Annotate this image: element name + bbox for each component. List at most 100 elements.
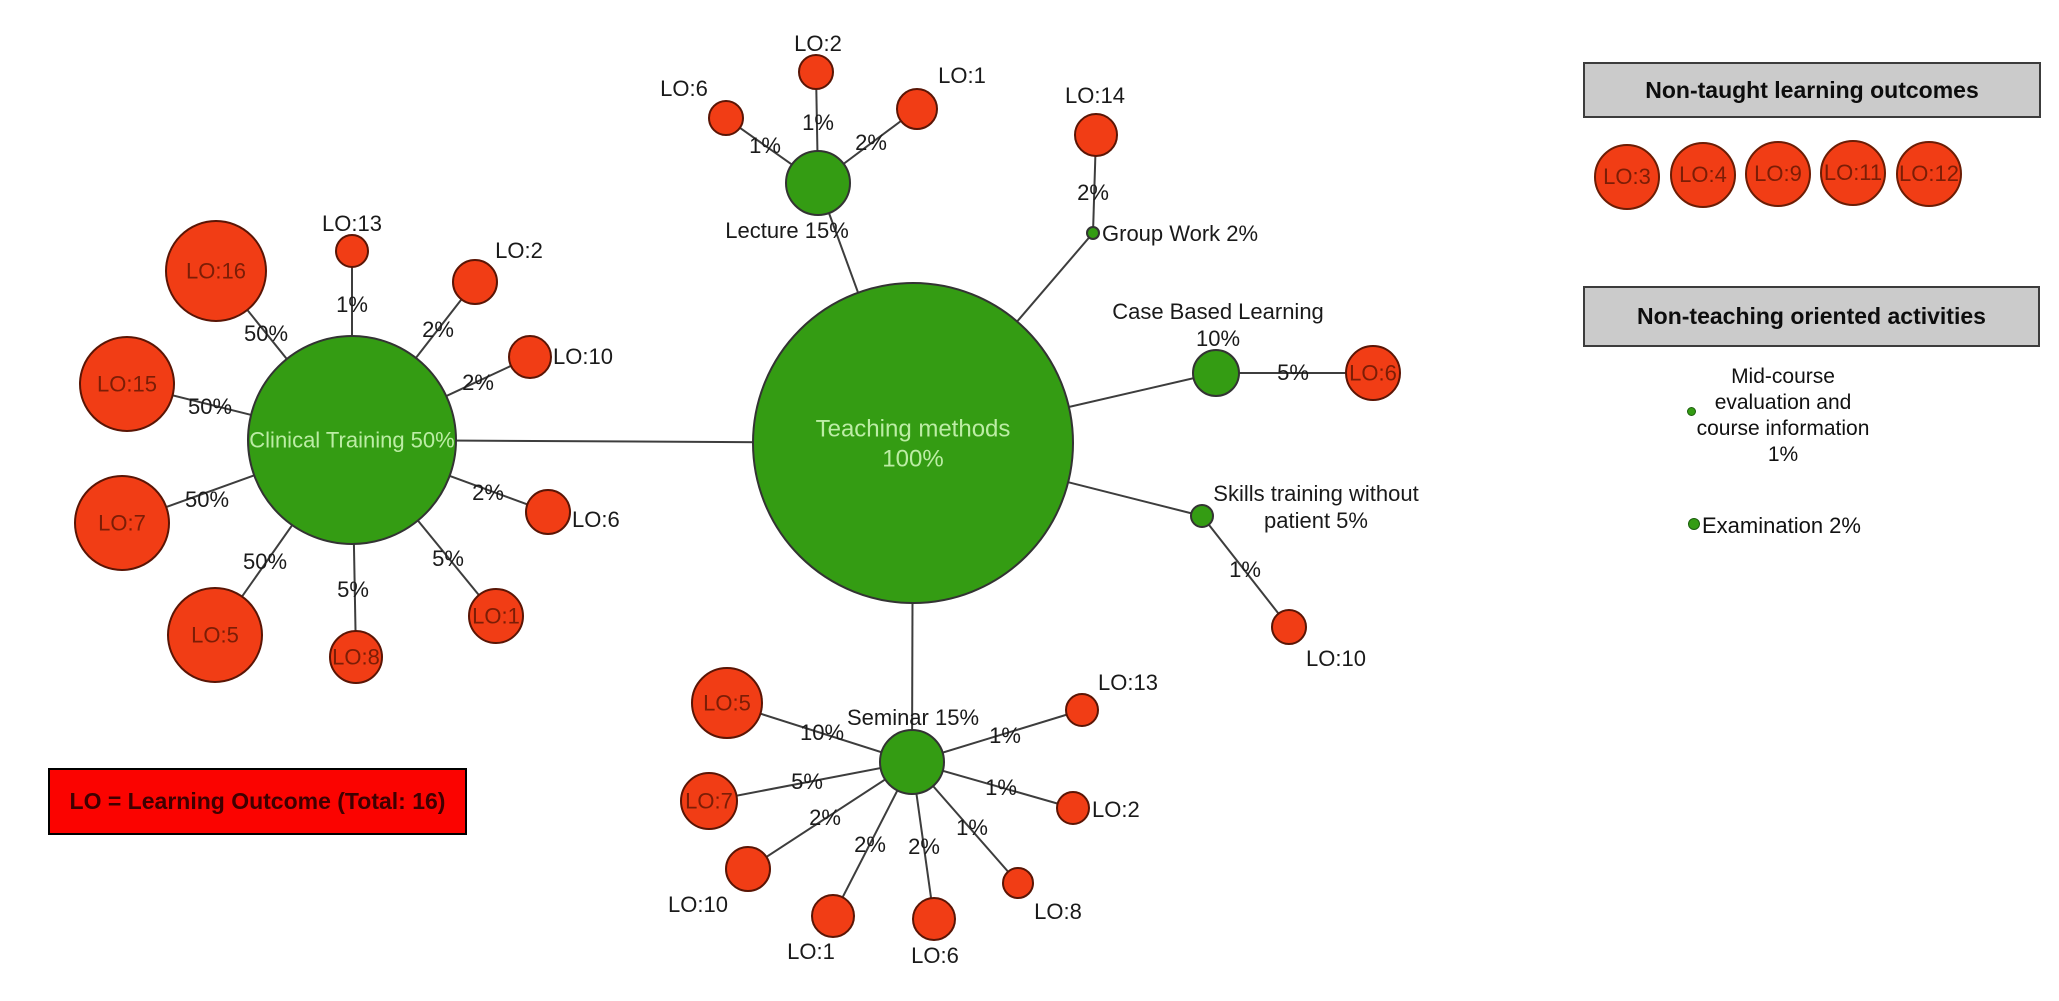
non-teaching-header: Non-teaching oriented activities	[1583, 286, 2040, 347]
node-lecture	[785, 150, 851, 216]
node-label-l-lo1: LO:1	[938, 63, 986, 88]
node-label-cbl: 10%	[1196, 326, 1240, 351]
node-label-se-lo7: LO:7	[685, 789, 733, 814]
node-label-c-lo8: LO:8	[332, 645, 380, 670]
examination-label: Examination 2%	[1702, 513, 1861, 538]
node-label-s-lo10: LO:10	[1306, 646, 1366, 671]
node-se-lo13	[1065, 693, 1099, 727]
node-label-skills: patient 5%	[1264, 508, 1368, 533]
edge-label-clinical-c-lo7: 50%	[185, 487, 229, 512]
node-label-g-lo14: LO:14	[1065, 83, 1125, 108]
edge-label-seminar-se-lo10: 2%	[809, 805, 841, 830]
edge-label-seminar-se-lo7: 5%	[791, 769, 823, 794]
node-label-skills: Skills training without	[1213, 481, 1418, 506]
edge-label-clinical-c-lo1: 5%	[432, 546, 464, 571]
node-l-lo2	[798, 54, 834, 90]
edge-label-clinical-c-lo10: 2%	[462, 370, 494, 395]
midcourse-label: Mid-course evaluation and course informa…	[1659, 364, 1907, 468]
midcourse-line: Mid-course	[1731, 365, 1835, 388]
node-se-lo6	[912, 897, 956, 941]
node-s-lo10	[1271, 609, 1307, 645]
node-label-c-lo7: LO:7	[98, 511, 146, 536]
edge-label-seminar-se-lo13: 1%	[989, 723, 1021, 748]
node-c-lo2	[452, 259, 498, 305]
midcourse-dot	[1687, 407, 1696, 416]
node-se-lo2	[1056, 791, 1090, 825]
node-c-lo5	[167, 587, 263, 683]
edge-label-clinical-c-lo5: 50%	[243, 549, 287, 574]
node-se-lo8	[1002, 867, 1034, 899]
edge-label-clinical-c-lo6: 2%	[472, 480, 504, 505]
edge-label-seminar-se-lo2: 1%	[985, 775, 1017, 800]
node-label-c-lo2: LO:2	[495, 238, 543, 263]
node-l-lo1	[896, 88, 938, 130]
node-label-c-lo5: LO:5	[191, 623, 239, 648]
node-label-c-lo16: LO:16	[186, 259, 246, 284]
node-label-teaching: 100%	[882, 445, 943, 472]
midcourse-line: evaluation and	[1714, 391, 1852, 414]
node-c-lo13	[335, 234, 369, 268]
node-l-lo6	[708, 100, 744, 136]
node-label-l-lo6: LO:6	[660, 76, 708, 101]
node-label-c-lo10: LO:10	[553, 344, 613, 369]
node-c-lo8	[329, 630, 383, 684]
examination-dot	[1688, 518, 1700, 530]
non-taught-header-label: Non-taught learning outcomes	[1645, 76, 1979, 103]
node-c-lo16	[165, 220, 267, 322]
lo-legend-label: LO = Learning Outcome (Total: 16)	[69, 788, 446, 814]
edge-label-seminar-se-lo8: 1%	[956, 815, 988, 840]
node-label-c-lo13: LO:13	[322, 211, 382, 236]
node-label-se-lo1: LO:1	[787, 939, 835, 964]
edge-label-skills-s-lo10: 1%	[1229, 557, 1261, 582]
lo-legend-box: LO = Learning Outcome (Total: 16)	[48, 768, 467, 835]
edge-label-seminar-se-lo6: 2%	[908, 834, 940, 859]
edge-label-clinical-c-lo8: 5%	[337, 577, 369, 602]
edge-label-clinical-c-lo16: 50%	[244, 321, 288, 346]
node-label-se-lo2: LO:2	[1092, 797, 1140, 822]
midcourse-line: 1%	[1767, 443, 1799, 466]
node-cbl	[1192, 349, 1240, 397]
node-label-se-lo6: LO:6	[911, 943, 959, 968]
edge-label-seminar-se-lo1: 2%	[854, 832, 886, 857]
node-c-lo6	[525, 489, 571, 535]
node-label-c-lo1: LO:1	[472, 604, 520, 629]
edge-label-lecture-l-lo2: 1%	[802, 110, 834, 135]
node-se-lo7	[680, 772, 738, 830]
node-teaching	[752, 282, 1074, 604]
node-c-lo7	[74, 475, 170, 571]
node-label-cbl: Case Based Learning	[1112, 299, 1324, 324]
node-c-lo15	[79, 336, 175, 432]
non-taught-lo-circle: LO:12	[1896, 141, 1962, 207]
node-cb-lo6	[1345, 345, 1401, 401]
node-se-lo5	[691, 667, 763, 739]
edge-label-clinical-c-lo15: 50%	[188, 394, 232, 419]
node-seminar	[879, 729, 945, 795]
non-taught-lo-circle: LO:4	[1670, 142, 1736, 208]
node-se-lo10	[725, 846, 771, 892]
edge-label-seminar-se-lo5: 10%	[800, 720, 844, 745]
non-teaching-header-label: Non-teaching oriented activities	[1637, 303, 1986, 329]
node-label-c-lo15: LO:15	[97, 372, 157, 397]
node-clinical	[247, 335, 457, 545]
edge-label-cbl-cb-lo6: 5%	[1277, 360, 1309, 385]
node-skills	[1190, 504, 1214, 528]
node-label-se-lo10: LO:10	[668, 892, 728, 917]
node-label-se-lo8: LO:8	[1034, 899, 1082, 924]
edge-label-lecture-l-lo1: 2%	[855, 130, 887, 155]
node-label-clinical: Clinical Training 50%	[249, 428, 454, 453]
edge-seminar-se-lo7	[708, 761, 913, 802]
node-c-lo10	[508, 335, 552, 379]
edge-label-groupwork-g-lo14: 2%	[1077, 180, 1109, 205]
node-label-lecture: Lecture 15%	[725, 218, 849, 243]
node-label-se-lo5: LO:5	[703, 691, 751, 716]
edge-label-clinical-c-lo13: 1%	[336, 292, 368, 317]
node-label-groupwork: Group Work 2%	[1102, 221, 1258, 246]
non-taught-lo-circle: LO:3	[1594, 144, 1660, 210]
node-label-l-lo2: LO:2	[794, 31, 842, 56]
node-label-se-lo13: LO:13	[1098, 670, 1158, 695]
edge-label-clinical-c-lo2: 2%	[422, 317, 454, 342]
non-taught-header: Non-taught learning outcomes	[1583, 62, 2041, 118]
node-label-teaching: Teaching methods	[816, 415, 1011, 442]
